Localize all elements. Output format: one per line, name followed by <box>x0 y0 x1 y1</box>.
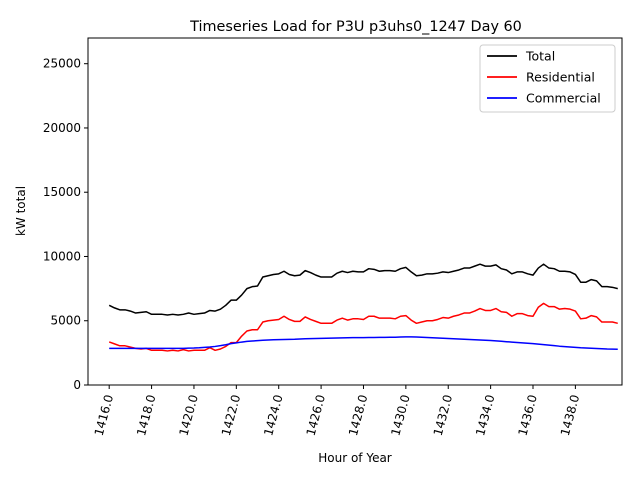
y-tick-label: 25000 <box>43 57 81 71</box>
series-line-total <box>108 263 618 316</box>
x-tick-label: 1436.0 <box>516 393 540 437</box>
x-tick-label: 1418.0 <box>134 393 158 437</box>
x-tick-label: 1434.0 <box>473 393 497 437</box>
y-tick-label: 20000 <box>43 121 81 135</box>
x-tick-label: 1428.0 <box>346 393 370 437</box>
legend-label-total: Total <box>525 49 555 64</box>
chart-title: Timeseries Load for P3U p3uhs0_1247 Day … <box>189 19 522 35</box>
series-line-commercial <box>109 336 618 351</box>
legend-label-residential: Residential <box>526 70 595 85</box>
y-tick-label: 0 <box>73 378 81 392</box>
series-line-residential <box>108 302 618 352</box>
y-axis-label: kW total <box>14 186 28 236</box>
x-axis-label: Hour of Year <box>318 451 392 465</box>
x-tick-label: 1420.0 <box>176 393 200 437</box>
y-tick-label: 10000 <box>43 249 81 263</box>
x-axis: 1416.0 1418.0 1420.0 1422.0 1424.0 1426.0 1428… <box>92 385 582 437</box>
x-tick-label: 1430.0 <box>388 393 412 437</box>
series-layer <box>108 263 618 352</box>
x-tick-label: 1416.0 <box>92 393 116 437</box>
legend-label-commercial: Commercial <box>526 91 601 106</box>
plot-frame <box>87 37 623 386</box>
x-tick-label: 1424.0 <box>261 393 285 437</box>
y-tick-label: 15000 <box>43 185 81 199</box>
x-tick-label: 1432.0 <box>431 393 455 437</box>
legend: Total Residential Commercial <box>479 44 616 113</box>
x-tick-label: 1426.0 <box>304 393 328 437</box>
legend-items: Total Residential Commercial <box>487 49 601 106</box>
y-tick-label: 5000 <box>50 314 81 328</box>
y-axis: 0 5000 10000 15000 20000 25000 <box>43 57 88 392</box>
x-tick-label: 1422.0 <box>219 393 243 437</box>
legend-frame <box>479 44 616 113</box>
x-tick-label: 1438.0 <box>558 393 582 437</box>
